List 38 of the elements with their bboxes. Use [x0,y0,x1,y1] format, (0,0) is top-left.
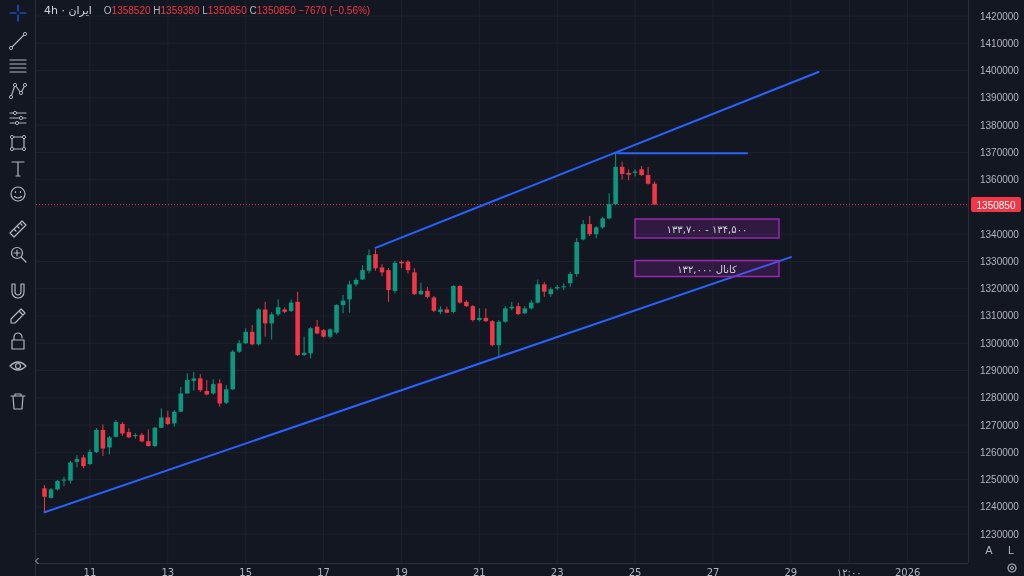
y-tick-label: 1270000 [980,419,1020,431]
y-tick-label: 1310000 [980,310,1020,322]
chart-subtitle: O1358520 H1359380 L1350850 C1350850 −7670 (−0.56%) [103,4,371,16]
y-tick-label: 1340000 [980,228,1020,240]
y-tick-label: 1380000 [980,119,1020,131]
y-tick-label: 1250000 [980,474,1020,486]
x-tick-label: 11 [83,566,97,576]
y-tick-label: 1410000 [980,37,1020,49]
y-tick-label: 1280000 [980,392,1020,404]
x-tick-label: 27 [706,566,720,576]
y-tick-label: 1300000 [980,337,1020,349]
y-tick-label: 1370000 [980,146,1020,158]
y-tick-label: 1290000 [980,365,1020,377]
y-tick-label: 1360000 [980,174,1020,186]
text: L [1007,544,1015,556]
y-tick-label: 1420000 [980,10,1020,22]
x-tick-label: 25 [628,566,642,576]
y-tick-label: 1390000 [980,92,1020,104]
x-tick-label: 17 [317,566,330,576]
x-tick-label: 21 [472,566,486,576]
x-tick-label: 23 [550,566,564,576]
x-tick-label: 29 [784,566,798,576]
text: A [985,544,994,556]
y-tick-label: 1330000 [980,255,1020,267]
x-tick-label: 15 [239,566,253,576]
x-tick-label: 19 [395,566,408,576]
annotation: ۱۳۳,۷۰۰ - ۱۳۴,۵۰۰ [666,223,748,235]
y-tick-label: 1260000 [980,446,1020,458]
x-tick-label: 13 [161,566,175,576]
ref-line-label: 1350850 [976,199,1016,211]
y-tick-label: 1240000 [980,501,1020,513]
x-tick-label: 2026 [894,566,921,576]
y-tick-label: 1230000 [980,528,1020,540]
x-tick-label: ۱۲:۰۰ [836,566,862,576]
annotation: کانال ۱۳۲,۰۰۰ [677,263,737,275]
chart-title: 4h · ایران [44,3,92,17]
y-tick-label: 1400000 [980,65,1020,77]
y-tick-label: 1320000 [980,283,1020,295]
